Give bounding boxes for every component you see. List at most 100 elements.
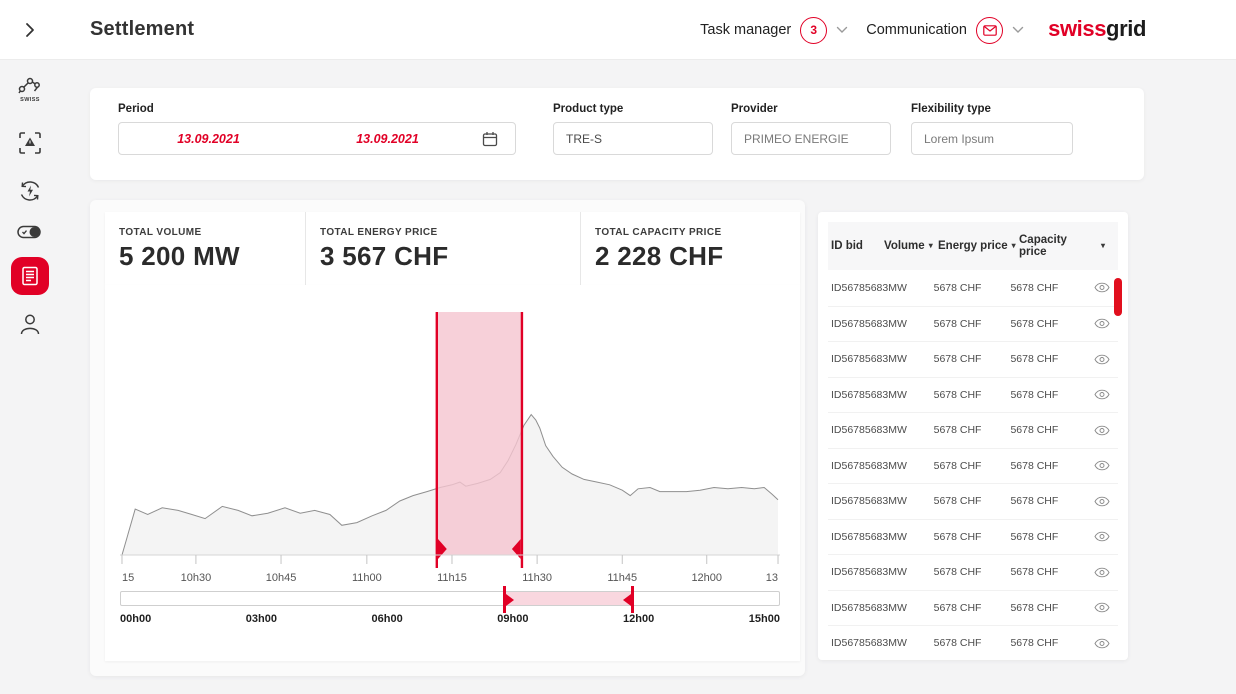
cell-capacity-price: 5678 CHF: [1010, 281, 1059, 294]
collapse-menu-button[interactable]: [18, 18, 42, 42]
kpi-label: TOTAL CAPACITY PRICE: [595, 227, 722, 238]
view-bid-button[interactable]: [1092, 352, 1112, 367]
cell-id-bid: ID5678568: [831, 353, 883, 366]
x-axis-label: 11h45: [607, 572, 638, 584]
kpi-label: TOTAL VOLUME: [119, 227, 202, 238]
view-bid-button[interactable]: [1092, 600, 1112, 615]
user-profile-icon: [17, 311, 43, 337]
cell-volume: 3MW: [882, 601, 907, 614]
sidebar-item-scan-alert[interactable]: [10, 130, 50, 156]
cell-energy-price: 5678 CHF: [933, 317, 982, 330]
kpi-strip: TOTAL VOLUME 5 200 MW TOTAL ENERGY PRICE…: [105, 212, 800, 285]
envelope-icon: [976, 16, 1003, 44]
kpi-value: 2 228 CHF: [595, 241, 724, 271]
band-arrow-left-icon[interactable]: [511, 539, 521, 559]
bid-table-body: ID5678568 3MW 5678 CHF 5678 CHF ID567856…: [828, 270, 1118, 660]
settlement-document-icon: [20, 265, 40, 287]
selection-band[interactable]: [436, 312, 522, 555]
sidebar-item-toggle-check[interactable]: [10, 224, 50, 240]
x-axis-label: 12h00: [691, 572, 723, 584]
scan-alert-icon: [17, 130, 43, 156]
chevron-down-icon: [836, 26, 848, 34]
product-type-value: TRE-S: [566, 131, 602, 146]
slider-selected-range[interactable]: [504, 592, 633, 605]
cell-id-bid: ID5678568: [831, 566, 883, 579]
cell-volume: 3MW: [882, 317, 907, 330]
period-input[interactable]: 13.09.2021 13.09.2021: [118, 122, 516, 155]
eye-icon: [1094, 638, 1110, 649]
filter-bar: Period 13.09.2021 13.09.2021 Product typ…: [90, 88, 1144, 180]
page-title: Settlement: [90, 18, 195, 40]
sidebar: SWISS: [0, 60, 60, 694]
cell-id-bid: ID5678568: [831, 281, 883, 294]
kpi-value: 5 200 MW: [119, 241, 240, 271]
cell-energy-price: 5678 CHF: [933, 281, 982, 294]
flexibility-type-input[interactable]: Lorem Ipsum: [911, 122, 1073, 155]
eye-icon: [1094, 567, 1110, 578]
provider-input[interactable]: PRIMEO ENERGIE: [731, 122, 891, 155]
cell-capacity-price: 5678 CHF: [1010, 317, 1059, 330]
cell-id-bid: ID5678568: [831, 388, 883, 401]
communication-menu[interactable]: Communication: [864, 13, 1026, 48]
triangle-right-icon: [506, 594, 515, 606]
slider-label: 15h00: [748, 613, 780, 625]
eye-icon: [1094, 354, 1110, 365]
sidebar-item-swiss-network[interactable]: SWISS: [10, 76, 50, 103]
calendar-icon[interactable]: [477, 126, 503, 152]
cell-volume: 3MW: [882, 388, 907, 401]
table-row: ID5678568 3MW 5678 CHF 5678 CHF: [828, 270, 1118, 306]
cell-id-bid: ID5678568: [831, 530, 883, 543]
slider-label: 03h00: [245, 613, 277, 625]
slider-label: 00h00: [120, 613, 152, 625]
slider-handle-left[interactable]: [503, 586, 515, 613]
task-count-badge: 3: [800, 16, 828, 44]
x-axis-label: 15: [121, 572, 135, 584]
chevron-right-icon: [18, 18, 42, 42]
column-header-capacity-price[interactable]: Capacity price ▾: [1019, 234, 1105, 258]
task-manager-menu[interactable]: Task manager 3: [698, 13, 850, 48]
volume-chart-card: 15 10h30 10h45 11h00 11h15 11h30 11h45 12h00 13 …: [105, 285, 800, 661]
column-header-energy-price[interactable]: Energy price ▾: [938, 240, 1016, 252]
view-bid-button[interactable]: [1092, 316, 1112, 331]
sidebar-item-user-profile[interactable]: [10, 311, 50, 337]
cell-energy-price: 5678 CHF: [933, 566, 982, 579]
view-bid-button[interactable]: [1092, 423, 1112, 438]
slider-label: 09h00: [497, 613, 529, 625]
slider-handle-right[interactable]: [622, 586, 634, 613]
cell-energy-price: 5678 CHF: [933, 530, 982, 543]
table-scrollbar-thumb[interactable]: [1114, 278, 1122, 316]
column-header-volume[interactable]: Volume ▾: [884, 240, 933, 252]
triangle-left-icon: [622, 594, 631, 606]
table-row: ID5678568 3MW 5678 CHF 5678 CHF: [828, 341, 1118, 377]
view-bid-button[interactable]: [1092, 529, 1112, 544]
eye-icon: [1094, 496, 1110, 507]
bid-table-header: ID bid Volume ▾ Energy price ▾ Capacity pr…: [828, 222, 1118, 270]
product-type-input[interactable]: TRE-S: [553, 122, 713, 155]
cell-capacity-price: 5678 CHF: [1010, 459, 1059, 472]
view-bid-button[interactable]: [1092, 387, 1112, 402]
sidebar-item-sync-energy[interactable]: [10, 177, 50, 205]
date-to-value[interactable]: 13.09.2021: [356, 131, 419, 146]
slider-track[interactable]: [120, 586, 780, 613]
cell-capacity-price: 5678 CHF: [1010, 353, 1059, 366]
eye-icon: [1094, 282, 1110, 293]
date-from-value[interactable]: 13.09.2021: [177, 131, 240, 146]
x-axis-label: 10h30: [180, 572, 212, 584]
product-type-label: Product type: [553, 103, 624, 115]
swissgrid-logo: swissgrid: [1048, 16, 1146, 42]
provider-label: Provider: [731, 103, 778, 115]
view-bid-button[interactable]: [1092, 280, 1112, 295]
table-row: ID5678568 3MW 5678 CHF 5678 CHF: [828, 518, 1118, 555]
view-bid-button[interactable]: [1092, 494, 1112, 509]
view-bid-button[interactable]: [1092, 636, 1112, 651]
view-bid-button[interactable]: [1092, 458, 1112, 473]
cell-energy-price: 5678 CHF: [933, 601, 982, 614]
band-arrow-right-icon[interactable]: [438, 539, 447, 559]
sidebar-item-settlement[interactable]: [11, 257, 49, 295]
logo-swiss: swiss: [1048, 16, 1107, 41]
view-bid-button[interactable]: [1092, 565, 1112, 580]
flexibility-type-value: Lorem Ipsum: [924, 131, 995, 146]
cell-id-bid: ID5678568: [831, 637, 883, 650]
cell-id-bid: ID5678568: [831, 601, 883, 614]
table-row: ID5678568 3MW 5678 CHF 5678 CHF: [828, 554, 1118, 590]
